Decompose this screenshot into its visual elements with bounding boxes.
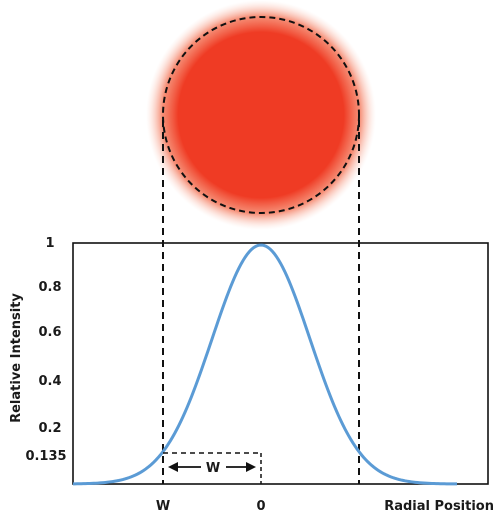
x-axis-title: Radial Position (384, 499, 494, 514)
x-tick-label-0: 0 (256, 499, 265, 514)
y-tick-label-1: 1 (45, 236, 54, 251)
plot-frame (72, 242, 489, 485)
y-axis-title: Relative Intensity (9, 293, 24, 423)
width-arrow-right-head (246, 462, 256, 472)
x-tick-label-w: W (156, 499, 170, 514)
beam-spot (146, 0, 376, 230)
y-tick-label-0.135: 0.135 (25, 449, 66, 464)
y-tick-label-0.8: 0.8 (38, 280, 61, 295)
intensity-curve (72, 243, 457, 486)
width-annotation-label: W (206, 461, 220, 476)
beam-waist-circle (162, 16, 360, 214)
y-tick-label-0.2: 0.2 (38, 421, 61, 436)
y-tick-label-0.6: 0.6 (38, 325, 61, 340)
y-tick-label-0.4: 0.4 (38, 374, 61, 389)
width-arrow-left-head (168, 462, 178, 472)
